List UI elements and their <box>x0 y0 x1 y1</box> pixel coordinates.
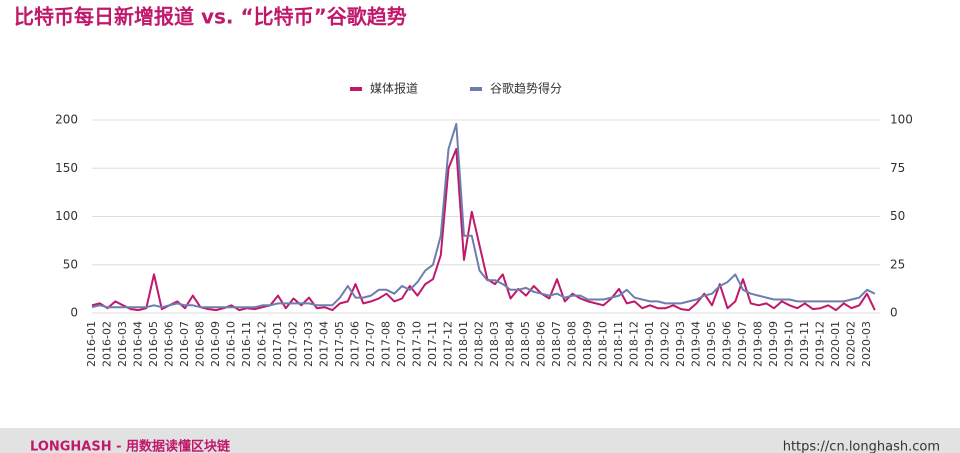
footer-brand: LONGHASH - 用数据读懂区块链 <box>30 439 231 453</box>
y2-tick-label: 25 <box>890 257 905 271</box>
x-tick-label: 2016-01 <box>85 321 98 367</box>
x-tick-label: 2018-12 <box>628 321 641 367</box>
x-tick-label: 2019-11 <box>798 321 811 367</box>
x-tick-label: 2019-07 <box>736 321 749 367</box>
x-tick-label: 2017-11 <box>426 321 439 367</box>
x-tick-label: 2019-10 <box>783 321 796 367</box>
x-tick-label: 2020-03 <box>860 321 873 367</box>
x-tick-label: 2017-07 <box>364 321 377 367</box>
x-tick-label: 2018-03 <box>488 321 501 367</box>
y-tick-label: 50 <box>63 257 78 271</box>
x-tick-label: 2016-12 <box>256 321 269 367</box>
x-tick-label: 2018-07 <box>550 321 563 367</box>
y-tick-label: 150 <box>55 161 78 175</box>
legend-label: 谷歌趋势得分 <box>490 81 562 96</box>
x-tick-label: 2017-08 <box>380 321 393 367</box>
y-tick-label: 100 <box>55 209 78 223</box>
x-tick-label: 2017-05 <box>333 321 346 367</box>
x-tick-label: 2020-01 <box>829 321 842 367</box>
x-tick-label: 2016-04 <box>132 321 145 367</box>
x-tick-label: 2016-02 <box>101 321 114 367</box>
y2-tick-label: 100 <box>890 113 913 127</box>
x-tick-label: 2017-01 <box>271 321 284 367</box>
x-tick-label: 2018-05 <box>519 321 532 367</box>
y2-tick-label: 50 <box>890 209 905 223</box>
x-tick-label: 2019-12 <box>814 321 827 367</box>
x-tick-label: 2016-05 <box>147 321 160 367</box>
series-line <box>91 148 876 312</box>
series-line <box>91 122 876 309</box>
footer-bar <box>0 428 960 453</box>
x-tick-label: 2018-09 <box>581 321 594 367</box>
x-tick-label: 2018-11 <box>612 321 625 367</box>
y-tick-label: 200 <box>55 113 78 127</box>
x-tick-label: 2017-04 <box>318 321 331 367</box>
x-tick-label: 2019-08 <box>752 321 765 367</box>
x-tick-label: 2019-01 <box>643 321 656 367</box>
x-tick-label: 2017-09 <box>395 321 408 367</box>
x-tick-label: 2017-02 <box>287 321 300 367</box>
x-tick-label: 2019-09 <box>767 321 780 367</box>
footer-url: https://cn.longhash.com <box>783 440 940 453</box>
y2-tick-label: 0 <box>890 306 898 320</box>
x-tick-label: 2018-01 <box>457 321 470 367</box>
x-tick-label: 2017-06 <box>349 321 362 367</box>
x-tick-label: 2019-04 <box>690 321 703 367</box>
x-tick-label: 2018-06 <box>535 321 548 367</box>
x-tick-label: 2016-08 <box>194 321 207 367</box>
x-tick-label: 2017-10 <box>411 321 424 367</box>
legend-label: 媒体报道 <box>370 81 418 96</box>
x-tick-label: 2016-10 <box>225 321 238 367</box>
y2-tick-label: 75 <box>890 161 905 175</box>
x-tick-label: 2018-02 <box>473 321 486 367</box>
x-tick-label: 2016-11 <box>240 321 253 367</box>
x-tick-label: 2016-03 <box>116 321 129 367</box>
x-tick-label: 2016-07 <box>178 321 191 367</box>
y-tick-label: 0 <box>70 306 78 320</box>
x-tick-label: 2018-08 <box>566 321 579 367</box>
chart-title: 比特币每日新增报道 vs. “比特币”谷歌趋势 <box>14 5 407 29</box>
x-tick-label: 2019-05 <box>705 321 718 367</box>
x-tick-label: 2017-12 <box>442 321 455 367</box>
x-tick-label: 2018-04 <box>504 321 517 367</box>
x-tick-label: 2018-10 <box>597 321 610 367</box>
x-tick-label: 2019-03 <box>674 321 687 367</box>
x-tick-label: 2019-06 <box>721 321 734 367</box>
x-tick-label: 2016-06 <box>163 321 176 367</box>
x-tick-label: 2016-09 <box>209 321 222 367</box>
x-tick-label: 2017-03 <box>302 321 315 367</box>
x-tick-label: 2020-02 <box>845 321 858 367</box>
x-tick-label: 2019-02 <box>659 321 672 367</box>
